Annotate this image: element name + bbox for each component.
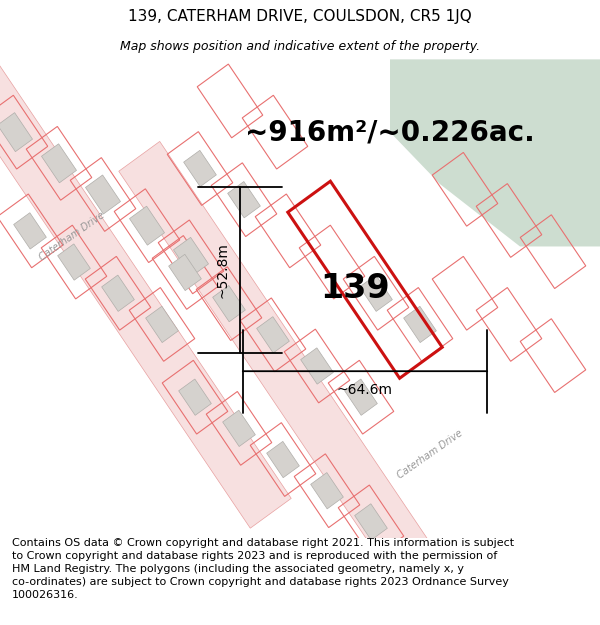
Polygon shape <box>359 275 392 311</box>
Text: 139, CATERHAM DRIVE, COULSDON, CR5 1JQ: 139, CATERHAM DRIVE, COULSDON, CR5 1JQ <box>128 9 472 24</box>
Text: Contains OS data © Crown copyright and database right 2021. This information is : Contains OS data © Crown copyright and d… <box>12 538 514 600</box>
Polygon shape <box>257 317 289 353</box>
Polygon shape <box>301 348 334 384</box>
Polygon shape <box>227 181 260 218</box>
Polygon shape <box>173 238 209 276</box>
Polygon shape <box>212 286 245 322</box>
Text: Caterham Drive: Caterham Drive <box>395 428 464 481</box>
Polygon shape <box>390 59 600 246</box>
Text: ~52.8m: ~52.8m <box>215 242 229 298</box>
Polygon shape <box>266 441 299 478</box>
Polygon shape <box>0 112 32 152</box>
Polygon shape <box>101 275 134 311</box>
Polygon shape <box>169 254 202 291</box>
Polygon shape <box>146 306 178 343</box>
Polygon shape <box>119 141 561 625</box>
Polygon shape <box>179 379 211 416</box>
Polygon shape <box>184 151 217 187</box>
Polygon shape <box>0 0 291 528</box>
Text: 139: 139 <box>320 271 390 304</box>
Polygon shape <box>130 206 164 245</box>
Polygon shape <box>14 213 46 249</box>
Polygon shape <box>58 244 91 280</box>
Polygon shape <box>85 175 121 214</box>
Polygon shape <box>41 144 77 183</box>
Polygon shape <box>223 410 256 446</box>
Text: ~64.6m: ~64.6m <box>337 383 393 397</box>
Polygon shape <box>311 472 343 509</box>
Text: Caterham Drive: Caterham Drive <box>37 210 107 262</box>
Text: Map shows position and indicative extent of the property.: Map shows position and indicative extent… <box>120 40 480 52</box>
Polygon shape <box>404 306 436 343</box>
Text: ~916m²/~0.226ac.: ~916m²/~0.226ac. <box>245 118 535 146</box>
Polygon shape <box>355 504 388 540</box>
Polygon shape <box>344 379 377 416</box>
